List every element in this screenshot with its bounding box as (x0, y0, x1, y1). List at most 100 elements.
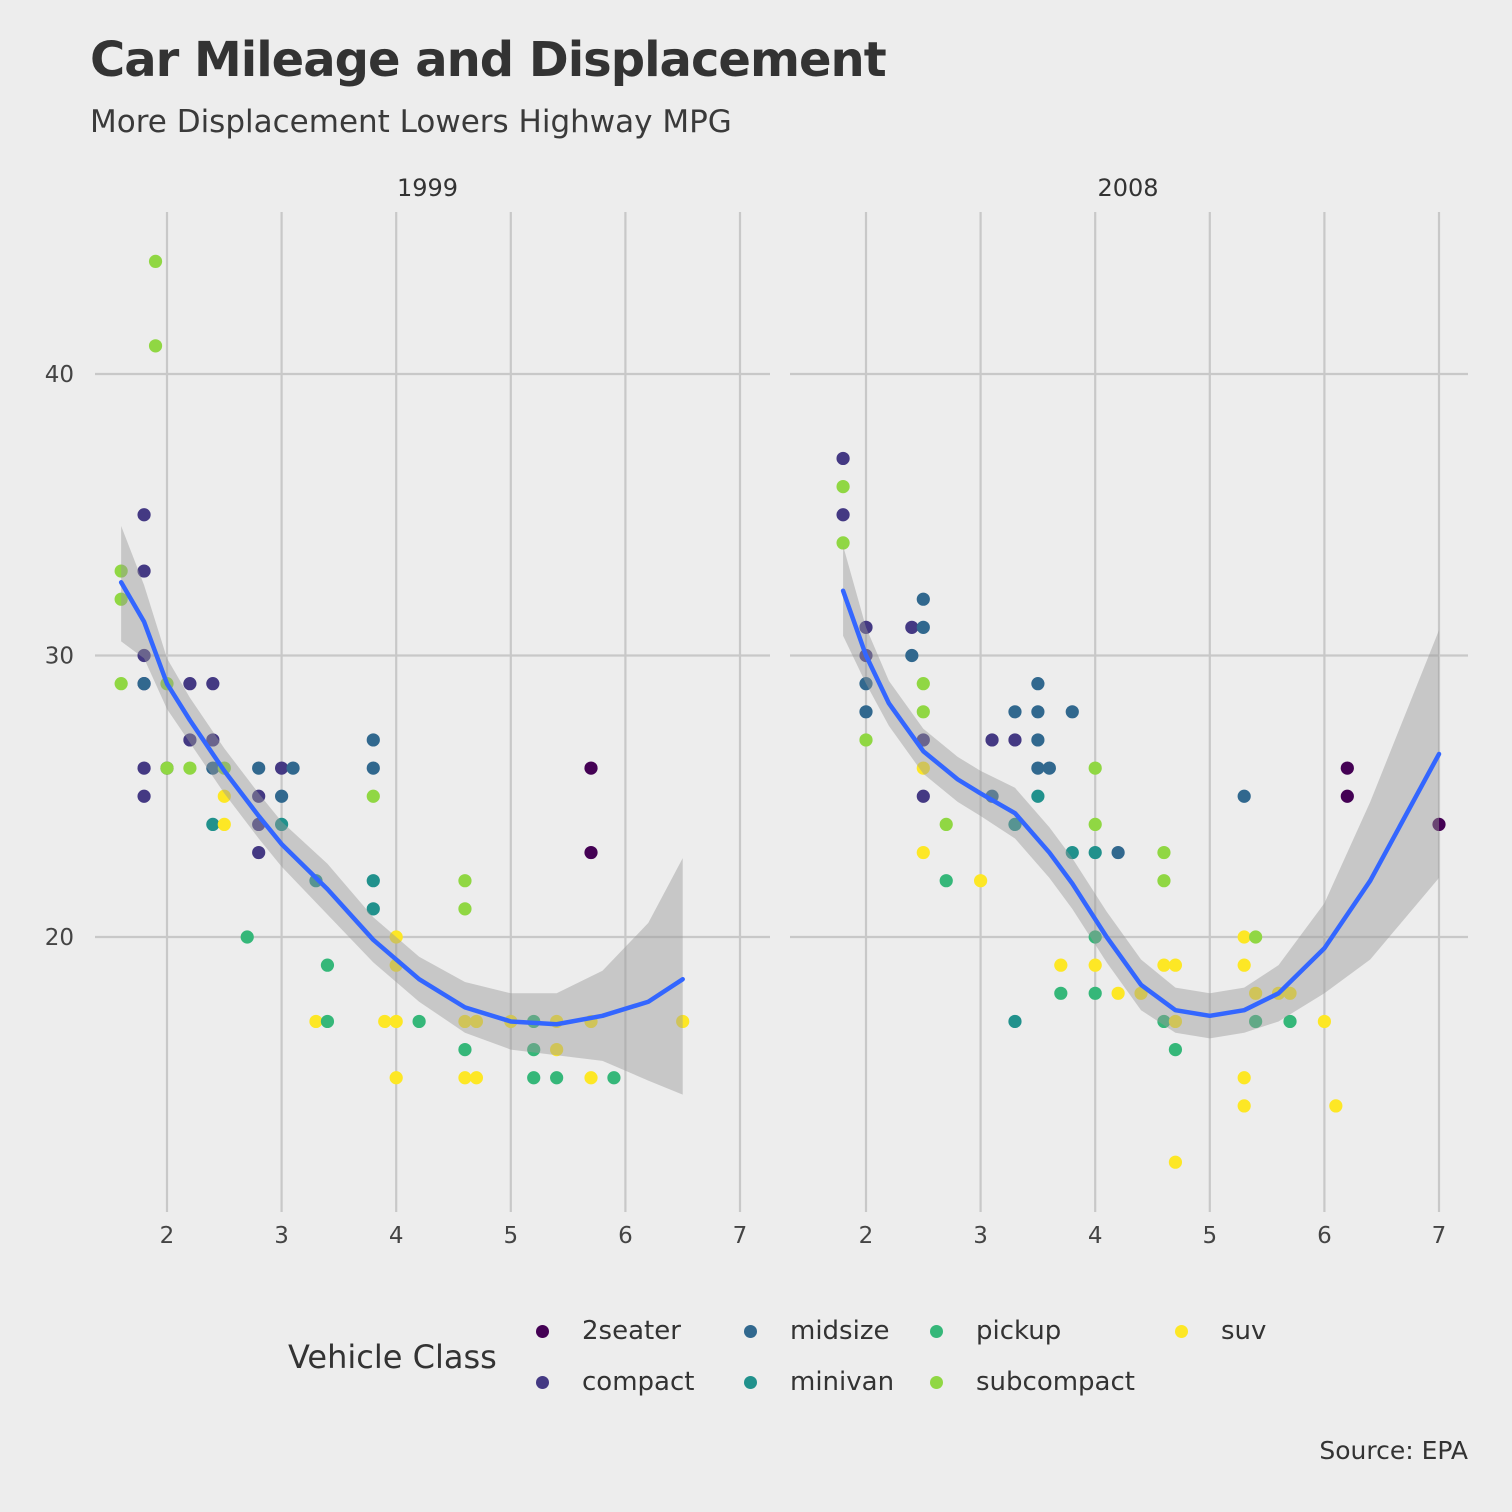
data-point (1088, 986, 1102, 1000)
data-point (859, 705, 873, 719)
data-point (286, 761, 300, 775)
data-point (676, 1014, 690, 1029)
data-point (584, 845, 598, 860)
x-tick-label-1999-7: 7 (733, 1223, 748, 1249)
data-point (1168, 1155, 1183, 1169)
data-point (1237, 930, 1251, 944)
data-point (366, 733, 380, 747)
data-point (458, 902, 472, 916)
legend-swatch-2seater (536, 1324, 549, 1338)
x-tick-label-2008-7: 7 (1432, 1223, 1447, 1249)
data-point (859, 677, 873, 691)
data-point (366, 761, 380, 775)
data-point (836, 480, 850, 494)
data-point (183, 677, 197, 691)
data-point (366, 874, 380, 888)
chart-subtitle: More Displacement Lowers Highway MPG (90, 104, 732, 140)
data-point (916, 761, 930, 775)
data-point (1340, 789, 1354, 803)
data-point (160, 761, 174, 775)
data-point (1157, 958, 1171, 972)
data-point (1249, 986, 1263, 1000)
data-point (137, 508, 151, 522)
legend-swatch-minivan (744, 1375, 757, 1389)
chart-title: Car Mileage and Displacement (90, 32, 887, 88)
legend-swatch-compact (536, 1375, 549, 1389)
legend-label: midsize (790, 1316, 890, 1346)
data-point (378, 1014, 392, 1029)
data-point (859, 620, 873, 634)
confidence-band (121, 526, 683, 1095)
data-point (137, 761, 151, 775)
data-point (836, 508, 850, 522)
data-point (836, 536, 850, 550)
data-point (1031, 761, 1045, 775)
data-point (206, 733, 220, 747)
data-point (916, 845, 930, 860)
facet-label-2008: 2008 (1097, 174, 1158, 202)
x-tick-label-1999-3: 3 (274, 1223, 289, 1249)
legend-swatch-suv (1175, 1324, 1188, 1338)
legend-swatch-midsize (744, 1324, 757, 1338)
y-tick-label-40: 40 (45, 362, 74, 388)
data-point (458, 1071, 472, 1085)
legend: Vehicle Class 2seater compact midsize mi… (288, 1310, 1288, 1410)
data-point (1031, 733, 1045, 747)
data-point (1168, 1043, 1183, 1057)
data-point (1283, 1014, 1297, 1029)
data-point (389, 1014, 403, 1029)
data-point (916, 592, 930, 606)
data-point (469, 1071, 484, 1085)
data-point (1088, 817, 1102, 832)
data-point (240, 930, 254, 944)
data-point (916, 705, 930, 719)
data-point (1008, 817, 1022, 832)
y-tick-label-20: 20 (45, 925, 74, 951)
x-tick-label-1999-5: 5 (503, 1223, 518, 1249)
data-point (1317, 1014, 1331, 1029)
data-point (320, 1014, 335, 1029)
data-point (1157, 845, 1171, 860)
legend-label: pickup (976, 1316, 1062, 1346)
data-point (366, 789, 380, 803)
x-tick-label-1999-2: 2 (160, 1223, 175, 1249)
data-point (137, 677, 151, 691)
data-point (974, 874, 988, 888)
legend-item-midsize: midsize (744, 1316, 889, 1346)
data-point (1157, 1014, 1171, 1029)
data-point (206, 817, 220, 832)
data-point (252, 761, 266, 775)
legend-label: subcompact (976, 1367, 1135, 1397)
legend-swatch-subcompact (930, 1375, 943, 1389)
data-point (217, 817, 231, 832)
data-point (137, 648, 151, 663)
data-point (550, 1043, 564, 1057)
chart-canvas: 1999 2 3 4 5 6 7 2008 2 3 4 5 6 7 20 30 40 (45, 174, 1468, 1249)
data-point (1283, 986, 1297, 1000)
data-point (527, 1071, 541, 1085)
data-point (1008, 733, 1022, 747)
confidence-band (843, 545, 1439, 1039)
x-tick-label-2008-2: 2 (859, 1223, 874, 1249)
data-point (985, 733, 999, 747)
data-point (458, 1043, 472, 1057)
data-point (309, 1014, 323, 1029)
data-point (836, 451, 850, 466)
data-point (916, 789, 930, 803)
data-point (320, 958, 335, 972)
data-point (1031, 789, 1045, 803)
data-point (183, 733, 197, 747)
smooth-line (118, 580, 685, 1027)
data-point (1088, 930, 1102, 944)
data-point (939, 874, 953, 888)
x-tick-label-2008-4: 4 (1088, 1223, 1103, 1249)
x-tick-label-2008-6: 6 (1317, 1223, 1332, 1249)
legend-title: Vehicle Class (288, 1338, 497, 1376)
data-point (148, 339, 163, 353)
data-point (1031, 705, 1045, 719)
data-point (1042, 761, 1056, 775)
data-point (527, 1043, 541, 1057)
legend-item-pickup: pickup (930, 1316, 1061, 1346)
data-point (584, 761, 598, 775)
x-tick-label-1999-6: 6 (618, 1223, 633, 1249)
